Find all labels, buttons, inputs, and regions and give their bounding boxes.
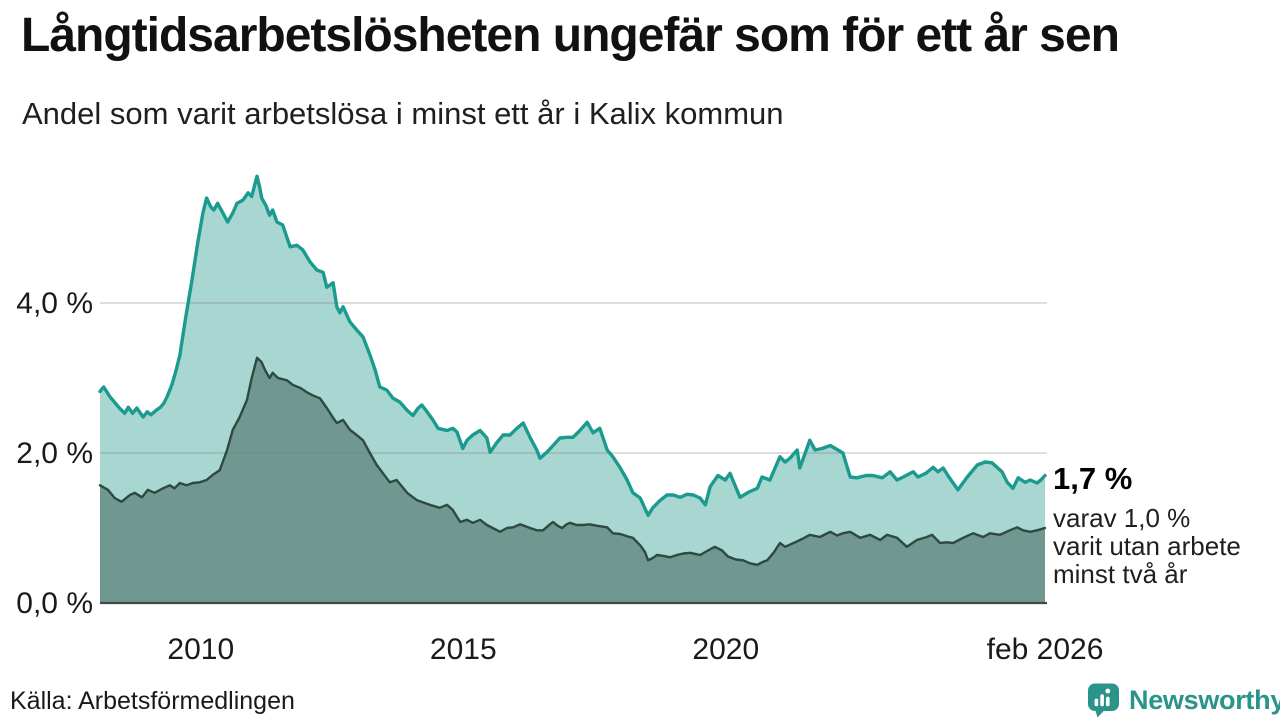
latest-total-value: 1,7 % bbox=[1053, 461, 1133, 496]
y-tick-label-40: 4,0 % bbox=[16, 287, 93, 320]
annotation-line-1: varav 1,0 % bbox=[1053, 503, 1191, 533]
annotation-line-3: minst två år bbox=[1053, 559, 1188, 589]
newsworthy-speech-bubble-bar-chart-icon bbox=[1088, 683, 1119, 718]
end-value-annotation: 1,7 % varav 1,0 % varit utan arbete mins… bbox=[1053, 461, 1278, 588]
x-tick-label-2020: 2020 bbox=[692, 633, 759, 666]
newsworthy-wordmark: Newsworthy bbox=[1129, 684, 1280, 715]
page-title: Långtidsarbetslösheten ungefär som för e… bbox=[21, 9, 1120, 62]
area-two-years bbox=[100, 357, 1045, 603]
y-tick-label-00: 0,0 % bbox=[16, 587, 93, 620]
chart-subtitle: Andel som varit arbetslösa i minst ett å… bbox=[22, 96, 784, 131]
x-tick-label-2015: 2015 bbox=[430, 633, 497, 666]
x-tick-label-feb2026: feb 2026 bbox=[987, 633, 1104, 666]
newsworthy-logo[interactable]: Newsworthy bbox=[1086, 682, 1280, 718]
annotation-line-2: varit utan arbete bbox=[1053, 531, 1241, 561]
source-attribution: Källa: Arbetsförmedlingen bbox=[10, 687, 295, 715]
line-two-years bbox=[98, 356, 1047, 566]
x-tick-label-2010: 2010 bbox=[167, 633, 234, 666]
line-total-one-year bbox=[98, 174, 1047, 517]
y-tick-label-20: 2,0 % bbox=[16, 437, 93, 470]
